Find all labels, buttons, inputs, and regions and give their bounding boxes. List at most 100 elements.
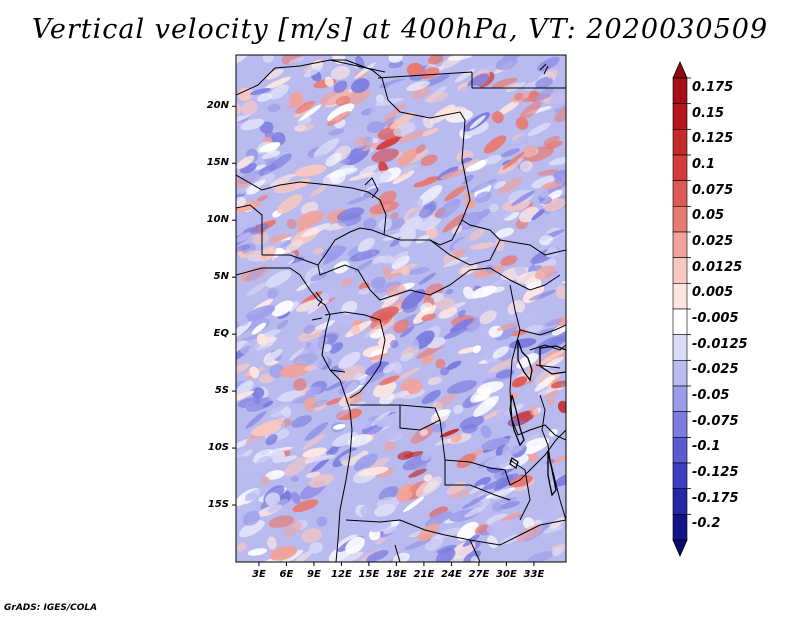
field-cell [277, 310, 291, 320]
field-cell [400, 267, 410, 276]
colorbar-swatch [672, 385, 688, 412]
field-cell [248, 346, 275, 359]
field-cell [417, 185, 443, 206]
border-line [236, 270, 346, 373]
field-cell [473, 395, 499, 417]
field-cell [241, 100, 258, 116]
field-cell [343, 309, 368, 325]
field-cell [554, 106, 566, 123]
field-cell [479, 310, 497, 325]
field-cell [382, 266, 393, 280]
field-cell [237, 87, 254, 101]
field-cell [359, 164, 378, 176]
field-cell [424, 511, 453, 527]
field-cell [434, 409, 452, 417]
field-cell [288, 56, 305, 64]
field-cell [245, 267, 266, 282]
field-cell [445, 288, 454, 295]
field-cell [421, 313, 437, 322]
colorbar-label: -0.2 [692, 516, 721, 532]
field-cell [413, 463, 427, 472]
field-cell [347, 434, 373, 447]
field-cell [486, 518, 513, 534]
field-cell [236, 155, 255, 169]
field-cell [462, 494, 488, 509]
field-cell [538, 186, 550, 199]
field-cell [236, 57, 255, 70]
longitude-label: 18E [386, 569, 407, 580]
field-cell [524, 324, 544, 334]
field-cell [385, 427, 403, 441]
field-cell [255, 455, 274, 471]
field-cell [398, 130, 424, 143]
field-cell [368, 170, 392, 185]
field-cell [551, 324, 566, 336]
field-cell [240, 338, 262, 355]
field-cell [267, 498, 289, 514]
field-cell [259, 142, 281, 153]
colorbar-label: -0.1 [692, 439, 721, 455]
field-cell [469, 242, 495, 250]
field-cell [305, 337, 329, 354]
field-cell [502, 437, 527, 456]
field-cell [247, 318, 271, 332]
field-cell [236, 244, 251, 252]
field-cell [236, 196, 247, 208]
longitude-label: 33E [523, 569, 545, 580]
field-cell [270, 449, 286, 464]
field-cell [279, 363, 310, 378]
border-line [236, 174, 387, 255]
field-cell [495, 56, 518, 71]
field-cell [514, 92, 524, 101]
colorbar-swatch [672, 103, 688, 130]
field-cell [537, 169, 559, 176]
field-cell [469, 228, 485, 241]
field-cell [511, 190, 535, 206]
field-cell [383, 525, 397, 535]
colorbar-swatch [672, 77, 688, 104]
field-cell [484, 154, 502, 165]
field-cell [286, 101, 308, 109]
field-cell [510, 311, 522, 321]
field-cell [363, 218, 377, 231]
colorbar-swatch [672, 283, 688, 310]
field-cell [535, 76, 553, 89]
field-cell [552, 547, 563, 557]
field-cell [240, 118, 265, 131]
field-cell [236, 231, 254, 243]
map-frame [235, 54, 567, 563]
field-cell [372, 255, 385, 264]
field-cell [471, 285, 497, 298]
field-cell [452, 237, 470, 250]
field-cell [251, 422, 282, 437]
field-cell [374, 97, 404, 106]
field-cell [474, 524, 490, 534]
field-cell [295, 100, 316, 114]
border-line [429, 219, 566, 266]
colorbar-label: -0.025 [692, 362, 739, 378]
field-cell [488, 358, 517, 373]
field-cell [519, 160, 533, 172]
plot-title: Vertical velocity [m/s] at 400hPa, VT: 2… [31, 14, 769, 45]
colorbar-label: 0.075 [692, 182, 734, 198]
field-cell [445, 177, 465, 187]
field-cell [318, 289, 339, 301]
field-cell [358, 287, 371, 295]
field-cell [297, 210, 324, 227]
field-cell [392, 170, 415, 185]
field-cell [375, 94, 384, 103]
field-cell [529, 289, 557, 301]
field-cell [424, 91, 449, 104]
colorbar-swatch [672, 180, 688, 207]
latitude-label: 10N [206, 214, 229, 226]
field-cell [418, 203, 436, 219]
colorbar-top-arrow [672, 61, 688, 79]
field-cell [288, 348, 305, 361]
field-cell [397, 490, 413, 503]
field-cell [340, 158, 351, 165]
latitude-label: 10S [207, 442, 229, 454]
field-cell [378, 375, 400, 386]
field-cell [258, 373, 275, 384]
field-cell [281, 549, 303, 562]
field-cell [329, 169, 346, 185]
